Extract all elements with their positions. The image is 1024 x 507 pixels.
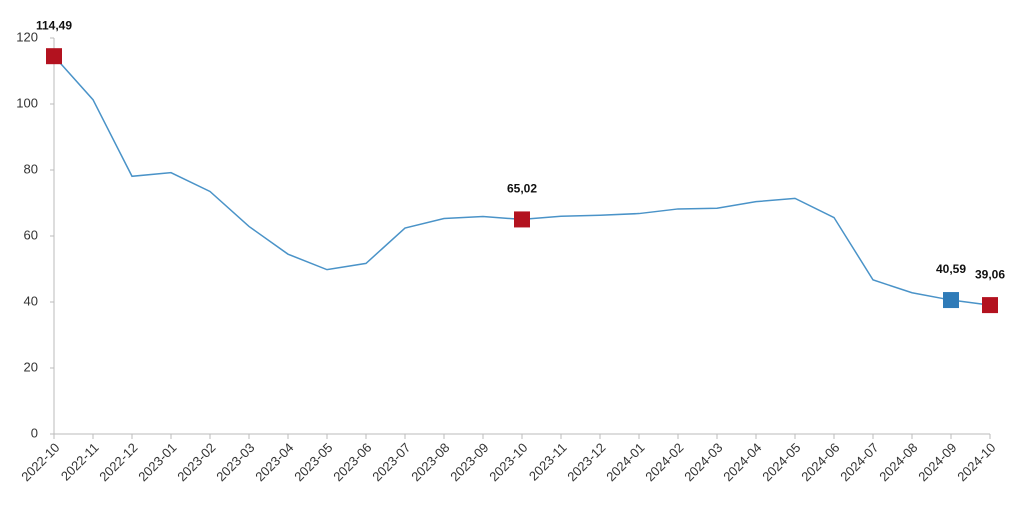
x-tick-label: 2023-04: [252, 440, 296, 484]
marker: [46, 48, 62, 65]
x-tick-label: 2023-05: [291, 440, 335, 484]
x-tick-label: 2023-10: [486, 440, 530, 484]
x-tick-label: 2024-03: [681, 440, 725, 484]
x-tick-label: 2023-06: [330, 440, 374, 484]
x-tick-label: 2024-05: [759, 440, 803, 484]
x-tick-label: 2024-09: [915, 440, 959, 484]
y-tick-label: 60: [24, 227, 38, 242]
y-tick-label: 120: [16, 29, 38, 44]
x-tick-label: 2024-07: [837, 440, 881, 484]
y-tick-label: 100: [16, 95, 38, 110]
x-tick-label: 2024-08: [876, 440, 920, 484]
y-tick-label: 0: [31, 425, 38, 440]
x-tick-label: 2024-04: [720, 440, 764, 484]
marker: [943, 292, 959, 309]
x-tick-label: 2024-10: [954, 440, 998, 484]
marker: [982, 297, 998, 314]
x-tick-label: 2023-01: [135, 440, 179, 484]
marker: [514, 211, 530, 228]
x-tick-label: 2022-11: [58, 440, 102, 484]
x-tick-label: 2022-12: [96, 440, 140, 484]
value-label: 65,02: [507, 182, 537, 196]
x-tick-label: 2022-10: [18, 440, 62, 484]
x-tick-label: 2023-07: [369, 440, 413, 484]
x-tick-label: 2023-09: [447, 440, 491, 484]
x-tick-label: 2023-11: [526, 440, 570, 484]
value-label: 40,59: [936, 262, 966, 276]
x-tick-label: 2024-01: [603, 440, 647, 484]
y-tick-label: 80: [24, 161, 38, 176]
x-tick-label: 2024-06: [798, 440, 842, 484]
value-label: 114,49: [36, 18, 72, 32]
y-tick-label: 40: [24, 293, 38, 308]
x-tick-label: 2023-08: [408, 440, 452, 484]
y-tick-label: 20: [24, 359, 38, 374]
x-tick-label: 2023-12: [564, 440, 608, 484]
value-label: 39,06: [975, 267, 1005, 281]
x-tick-label: 2023-02: [174, 440, 218, 484]
x-tick-label: 2023-03: [213, 440, 257, 484]
x-tick-label: 2024-02: [642, 440, 686, 484]
